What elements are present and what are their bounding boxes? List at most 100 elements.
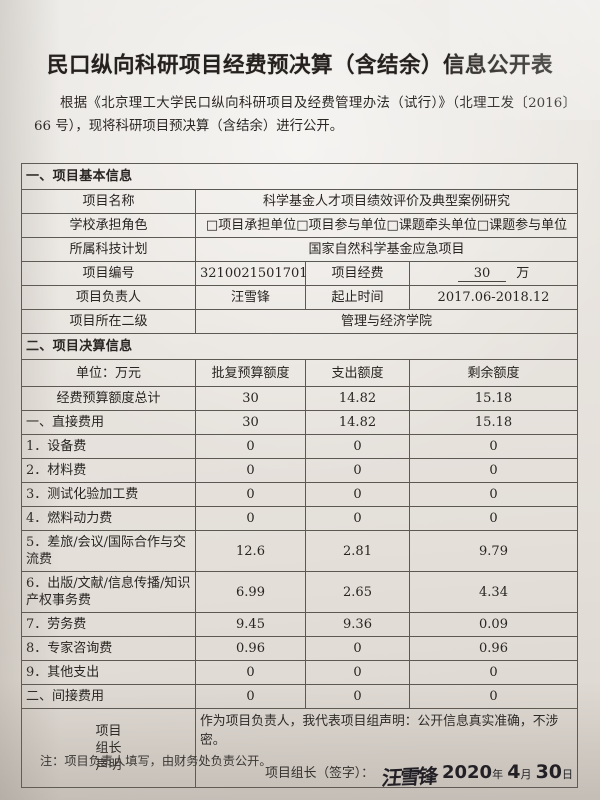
signature-row: 项目组长（签字）： 汪雪锋 2020年 4月 30日 — [200, 761, 573, 791]
budget-remaining: 0 — [408, 506, 579, 531]
table-row: 8．专家咨询费 0.96 0 0.96 — [21, 636, 579, 661]
declaration-body: 作为项目负责人，我代表项目组声明：公开信息真实准确，不涉密。 项目组长（签字）：… — [194, 708, 579, 791]
budget-spent: 0 — [305, 482, 410, 507]
budget-spent: 0 — [305, 506, 410, 531]
table-row: 1．设备费 0 0 0 — [21, 434, 579, 459]
page-title: 民口纵向科研项目经费预决算（含结余）信息公开表 — [46, 53, 553, 78]
table-row: 3．测试化验加工费 0 0 0 — [21, 482, 579, 507]
budget-spent: 0 — [305, 458, 410, 483]
budget-spent: 14.82 — [305, 410, 410, 435]
budget-approved: 6.99 — [195, 571, 306, 613]
budget-item-name: 6．出版/文献/信息传播/知识产权事务费 — [21, 571, 196, 613]
table-row: 6．出版/文献/信息传播/知识产权事务费 6.99 2.65 4.34 — [21, 571, 579, 613]
budget-remaining: 0 — [408, 660, 579, 685]
declaration-label-line-1: 项目 — [26, 723, 191, 740]
checkbox-label-1: 项目承担单位 — [218, 218, 297, 233]
value-tech-program: 国家自然科学基金应急项目 — [194, 237, 579, 262]
checkbox-label-2: 项目参与单位 — [308, 218, 387, 233]
label-duration: 起止时间 — [305, 285, 410, 310]
checkbox-icon: □ — [205, 218, 219, 233]
funding-unit: 万 — [516, 266, 530, 281]
intro-paragraph: 根据《北京理工大学民口纵向科研项目及经费管理办法（试行）》（北理工发〔2016〕… — [34, 96, 576, 134]
value-project-name: 科学基金人才项目绩效评价及典型案例研究 — [194, 189, 579, 214]
budget-approved: 30 — [195, 386, 306, 411]
table-row: 一、直接费用 30 14.82 15.18 — [21, 410, 579, 435]
date-day: 30 — [536, 761, 562, 783]
declaration-label-line-3: 声明 — [26, 757, 191, 774]
budget-remaining: 0 — [408, 434, 579, 459]
label-leader: 项目负责人 — [21, 285, 196, 310]
row-project-name: 项目名称 科学基金人才项目绩效评价及典型案例研究 — [21, 189, 579, 214]
date-month-unit: 月 — [520, 768, 531, 781]
school-role-options: □项目承担单位□项目参与单位□课题牵头单位□课题参与单位 — [194, 213, 579, 238]
checkbox-label-4: 课题参与单位 — [489, 218, 568, 233]
section1-heading: 一、项目基本信息 — [20, 163, 579, 190]
table-row: 7．劳务费 9.45 9.36 0.09 — [21, 612, 579, 637]
row-tech-program: 所属科技计划 国家自然科学基金应急项目 — [21, 237, 579, 262]
budget-approved: 12.6 — [195, 530, 306, 572]
value-duration: 2017.06-2018.12 — [408, 285, 579, 310]
label-project-funding: 项目经费 — [305, 261, 410, 286]
value-project-no: 3210021501701 — [195, 261, 308, 286]
budget-item-name: 4．燃料动力费 — [21, 506, 196, 531]
table-row: 经费预算额度总计 30 14.82 15.18 — [21, 386, 579, 411]
declaration-row: 项目 组长 声明 作为项目负责人，我代表项目组声明：公开信息真实准确，不涉密。 … — [21, 708, 579, 791]
budget-item-name: 5．差旅/会议/国际合作与交流费 — [21, 530, 196, 572]
budget-approved: 0 — [195, 506, 306, 531]
budget-approved: 30 — [195, 410, 306, 435]
row-leader: 项目负责人 汪雪锋 起止时间 2017.06-2018.12 — [21, 285, 579, 310]
budget-spent: 2.65 — [305, 571, 410, 613]
date-day-unit: 日 — [562, 768, 573, 781]
budget-remaining: 0 — [408, 482, 579, 507]
declaration-label-line-2: 组长 — [26, 740, 191, 757]
table-row: 4．燃料动力费 0 0 0 — [21, 506, 579, 531]
budget-spent: 0 — [305, 636, 410, 661]
section2-heading-row: 二、项目决算信息 — [20, 333, 579, 360]
budget-approved: 0 — [195, 434, 306, 459]
budget-spent: 0 — [305, 434, 410, 459]
budget-approved: 0 — [195, 660, 306, 685]
budget-remaining: 0.96 — [408, 636, 579, 661]
budget-spent: 2.81 — [305, 530, 410, 572]
budget-approved: 0 — [195, 482, 306, 507]
date-month: 4 — [507, 761, 520, 783]
budget-remaining: 15.18 — [408, 386, 579, 411]
budget-remaining: 4.34 — [408, 571, 579, 613]
table-row: 9．其他支出 0 0 0 — [21, 660, 579, 685]
budget-item-name: 9．其他支出 — [21, 660, 196, 685]
budget-approved: 0 — [195, 458, 306, 483]
declaration-label: 项目 组长 声明 — [21, 708, 196, 788]
value-project-funding: 30 — [457, 266, 507, 282]
checkbox-option-3[interactable]: □课题牵头单位 — [387, 218, 477, 233]
signature-date: 2020年 4月 30日 — [442, 761, 573, 784]
date-year: 2020 — [442, 762, 492, 783]
checkbox-option-2[interactable]: □项目参与单位 — [296, 218, 386, 233]
budget-header-row: 单位：万元 批复预算额度 支出额度 剩余额度 — [21, 359, 579, 387]
signature-label: 项目组长（签字）： — [265, 765, 374, 784]
budget-item-name: 经费预算额度总计 — [21, 386, 196, 411]
section1-heading-row: 一、项目基本信息 — [20, 163, 579, 190]
checkbox-icon: □ — [476, 218, 490, 233]
column-header-approved: 批复预算额度 — [195, 359, 306, 387]
declaration-text: 作为项目负责人，我代表项目组声明：公开信息真实准确，不涉密。 — [200, 712, 573, 750]
budget-remaining: 0.09 — [408, 612, 579, 637]
column-header-spent: 支出额度 — [305, 359, 410, 387]
label-tech-program: 所属科技计划 — [21, 237, 196, 262]
checkbox-option-4[interactable]: □课题参与单位 — [477, 218, 567, 233]
budget-item-name: 7．劳务费 — [21, 612, 196, 637]
budget-spent: 14.82 — [305, 386, 410, 411]
date-year-unit: 年 — [492, 768, 503, 781]
table-row: 5．差旅/会议/国际合作与交流费 12.6 2.81 9.79 — [21, 530, 579, 572]
checkbox-icon: □ — [296, 218, 309, 233]
label-school-role: 学校承担角色 — [21, 213, 196, 238]
table-row: 2．材料费 0 0 0 — [21, 458, 579, 483]
checkbox-icon: □ — [386, 218, 399, 233]
value-project-funding-cell: 30 万 — [408, 261, 579, 286]
budget-remaining: 0 — [408, 458, 579, 483]
budget-item-name: 一、直接费用 — [21, 410, 196, 435]
checkbox-label-3: 课题牵头单位 — [398, 218, 477, 233]
budget-approved: 9.45 — [195, 612, 306, 637]
checkbox-option-1[interactable]: □项目承担单位 — [206, 218, 296, 233]
row-department: 项目所在二级 管理与经济学院 — [21, 309, 579, 334]
